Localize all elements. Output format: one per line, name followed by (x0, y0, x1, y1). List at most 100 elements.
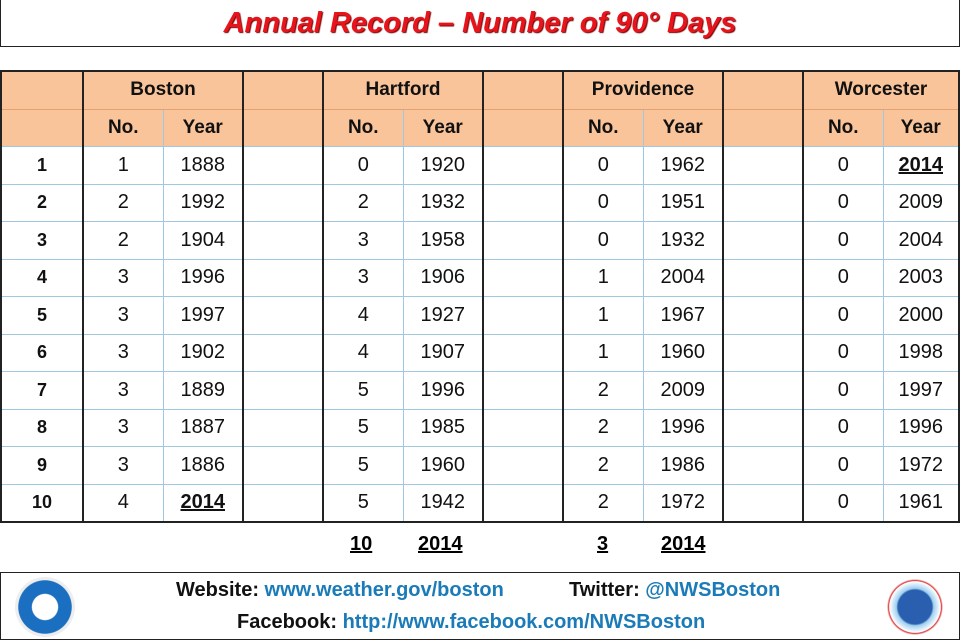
no-header: No. (322, 108, 403, 147)
subheader-row: No. Year No. Year No. Year No. Year (0, 108, 959, 147)
year-cell: 2000 (882, 296, 959, 334)
spacer-cell (722, 70, 803, 109)
providence-current-no: 3 (597, 533, 609, 555)
page-title: Annual Record – Number of 90° Days (0, 0, 960, 47)
year-header: Year (882, 108, 959, 147)
spacer-cell (482, 483, 563, 522)
nws-logo (885, 577, 945, 637)
no-cell: 0 (562, 221, 643, 259)
rank-cell: 10 (0, 483, 83, 522)
spacer-cell (722, 446, 803, 484)
no-cell: 3 (322, 221, 403, 259)
footer: Website: www.weather.gov/boston Twitter:… (0, 572, 960, 640)
spacer-cell (242, 483, 323, 522)
year-cell: 1902 (162, 333, 243, 372)
no-cell: 0 (322, 146, 403, 184)
year-cell: 1998 (882, 333, 959, 372)
spacer-cell (242, 221, 323, 259)
year-cell: 1942 (402, 483, 483, 522)
city-header: Worcester (802, 70, 959, 109)
rank-cell: 3 (0, 221, 83, 259)
no-header: No. (562, 108, 643, 147)
spacer-cell (242, 371, 323, 409)
spacer-cell (482, 296, 563, 334)
city-header: Boston (82, 70, 243, 109)
spacer-cell (242, 146, 323, 184)
no-cell: 3 (82, 258, 163, 297)
no-cell: 2 (562, 408, 643, 447)
year-cell: 1927 (402, 296, 483, 334)
spacer-cell (722, 371, 803, 409)
no-cell: 0 (802, 333, 883, 372)
year-cell: 1932 (642, 221, 723, 259)
no-cell: 3 (82, 371, 163, 409)
year-cell: 2003 (882, 258, 959, 297)
year-cell: 1992 (162, 183, 243, 222)
no-cell: 4 (322, 333, 403, 372)
hartford-current-no: 10 (350, 533, 373, 555)
noaa-logo (15, 577, 75, 637)
rank-cell: 1 (0, 146, 83, 184)
corner-cell (0, 108, 83, 147)
year-cell: 1996 (402, 371, 483, 409)
year-cell: 2014 (162, 483, 243, 522)
rank-cell: 9 (0, 446, 83, 484)
rank-cell: 8 (0, 408, 83, 447)
no-cell: 1 (562, 258, 643, 297)
spacer-cell (242, 108, 323, 147)
hartford-current-year: 2014 (418, 533, 463, 555)
year-header: Year (402, 108, 483, 147)
rank-cell: 6 (0, 333, 83, 372)
spacer-cell (722, 146, 803, 184)
spacer-cell (482, 333, 563, 372)
website-link[interactable]: www.weather.gov/boston (264, 579, 504, 601)
spacer-cell (722, 183, 803, 222)
year-cell: 1967 (642, 296, 723, 334)
year-cell: 1996 (642, 408, 723, 447)
year-cell: 1962 (642, 146, 723, 184)
facebook-label: Facebook: (237, 611, 338, 633)
year-cell: 1996 (882, 408, 959, 447)
no-cell: 0 (802, 371, 883, 409)
table-row: 1 1 1888 0 1920 0 1962 0 2014 (0, 146, 959, 184)
spacer-cell (722, 483, 803, 522)
no-cell: 3 (322, 258, 403, 297)
year-cell: 1997 (162, 296, 243, 334)
spacer-cell (482, 108, 563, 147)
spacer-cell (242, 258, 323, 297)
facebook-link[interactable]: http://www.facebook.com/NWSBoston (342, 611, 706, 633)
year-cell: 2004 (642, 258, 723, 297)
no-cell: 0 (562, 183, 643, 222)
no-cell: 2 (562, 371, 643, 409)
rank-cell: 4 (0, 258, 83, 297)
year-cell: 1887 (162, 408, 243, 447)
year-cell: 1996 (162, 258, 243, 297)
spacer-cell (722, 108, 803, 147)
spacer-cell (482, 221, 563, 259)
table-row: 2 2 1992 2 1932 0 1951 0 2009 (0, 183, 959, 222)
no-cell: 2 (562, 483, 643, 522)
year-cell: 1972 (642, 483, 723, 522)
spacer-cell (722, 221, 803, 259)
twitter-link[interactable]: @NWSBoston (645, 579, 781, 601)
corner-cell (0, 70, 83, 109)
table-row: 7 3 1889 5 1996 2 2009 0 1997 (0, 371, 959, 409)
city-header-row: Boston Hartford Providence Worcester (0, 70, 959, 109)
year-header: Year (642, 108, 723, 147)
no-cell: 0 (802, 483, 883, 522)
no-cell: 4 (322, 296, 403, 334)
year-cell: 1920 (402, 146, 483, 184)
spacer-cell (242, 333, 323, 372)
year-cell: 1986 (642, 446, 723, 484)
table-row: 6 3 1902 4 1907 1 1960 0 1998 (0, 333, 959, 372)
no-cell: 5 (322, 371, 403, 409)
no-header: No. (82, 108, 163, 147)
no-cell: 2 (562, 446, 643, 484)
year-cell: 1906 (402, 258, 483, 297)
year-cell: 2004 (882, 221, 959, 259)
spacer-cell (482, 183, 563, 222)
no-cell: 1 (82, 146, 163, 184)
no-cell: 3 (82, 446, 163, 484)
providence-current-year: 2014 (661, 533, 706, 555)
spacer-cell (242, 408, 323, 447)
